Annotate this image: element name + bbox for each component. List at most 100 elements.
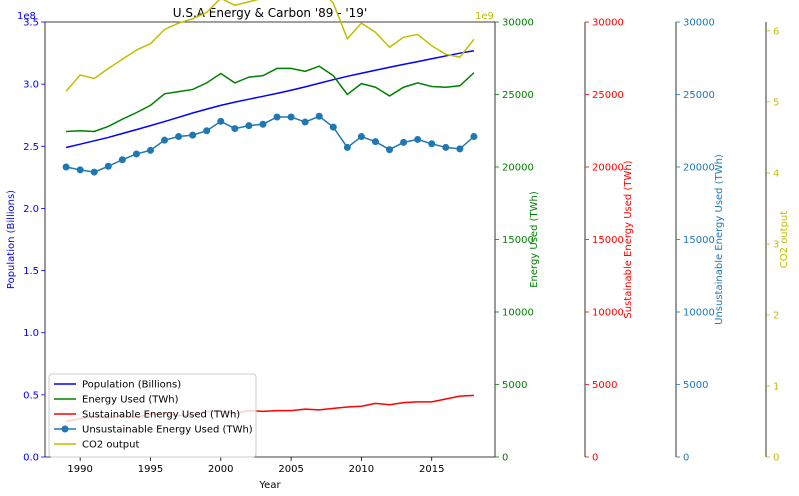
data-point-unsustainable	[371, 138, 379, 146]
y-tick-label-sustainable: 30000	[592, 18, 624, 29]
y-axis-offset-population: 1e8	[17, 11, 36, 22]
legend: Population (Billions) Energy Used (TWh) Su…	[48, 373, 257, 458]
data-point-unsustainable	[343, 143, 351, 151]
y-tick-label-population: 3.5	[23, 18, 39, 29]
y-axis-label-population: Population (Billions)	[6, 190, 17, 289]
y-axis-sustainable: 0 5000 10000 15000 20000 25000 30000 Sustainabl…	[584, 18, 634, 464]
legend-label-sustainable: Sustainable Energy Used (TWh)	[82, 410, 240, 421]
x-tick-label: 2010	[349, 464, 374, 475]
y-tick-label-co2: 0	[773, 453, 779, 464]
y-tick-label-energy: 0	[502, 453, 508, 464]
y-axis-energy: 0 5000 10000 15000 20000 25000 30000 Energy Use…	[494, 18, 540, 464]
y-axis-label-unsustainable: Unsustainable Energy Used (TWh)	[714, 154, 725, 325]
series-population	[65, 49, 475, 149]
y-tick-label-energy: 10000	[502, 308, 534, 319]
y-tick-label-unsustainable: 5000	[683, 380, 708, 391]
y-tick-label-co2: 3	[773, 239, 779, 250]
data-point-unsustainable	[386, 146, 394, 154]
data-point-unsustainable	[146, 146, 154, 154]
y-tick-label-population: 2.0	[23, 204, 39, 215]
series-line-energy	[66, 65, 475, 133]
y-tick-label-co2: 1	[773, 381, 779, 392]
legend-label-population: Population (Billions)	[82, 380, 181, 391]
y-tick-label-co2: 4	[773, 168, 779, 179]
y-tick-label-sustainable: 20000	[592, 163, 624, 174]
legend-box	[48, 373, 257, 458]
y-tick-label-unsustainable: 30000	[683, 18, 715, 29]
x-tick-label: 1990	[67, 464, 92, 475]
y-tick-label-unsustainable: 25000	[683, 90, 715, 101]
x-tick-label: 2005	[278, 464, 303, 475]
y-tick-label-population: 0.5	[23, 390, 39, 401]
data-point-unsustainable	[357, 133, 365, 141]
y-tick-label-energy: 30000	[502, 18, 534, 29]
data-point-unsustainable	[189, 131, 197, 139]
y-tick-label-unsustainable: 10000	[683, 308, 715, 319]
data-point-unsustainable	[428, 140, 436, 148]
y-axis-label-sustainable: Sustainable Energy Used (TWh)	[623, 160, 634, 318]
y-tick-label-co2: 6	[773, 26, 779, 37]
data-point-unsustainable	[161, 136, 169, 144]
y-tick-label-unsustainable: 0	[683, 453, 689, 464]
y-axis-label-energy: Energy Used (TWh)	[529, 191, 540, 288]
x-tick-label: 1995	[138, 464, 163, 475]
y-tick-label-energy: 5000	[502, 380, 527, 391]
y-tick-label-population: 1.5	[23, 266, 39, 277]
data-point-unsustainable	[104, 162, 112, 170]
y-tick-label-population: 2.5	[23, 142, 39, 153]
y-tick-label-unsustainable: 15000	[683, 235, 715, 246]
series-co2	[65, 0, 475, 92]
data-point-unsustainable	[76, 166, 84, 174]
y-tick-label-sustainable: 25000	[592, 90, 624, 101]
series-line-population	[65, 49, 475, 149]
data-point-unsustainable	[315, 112, 323, 120]
data-point-unsustainable	[442, 143, 450, 151]
series-layer	[62, 0, 478, 423]
series-unsustainable	[62, 112, 478, 176]
data-point-unsustainable	[259, 120, 267, 128]
series-line-co2	[65, 0, 475, 92]
y-tick-label-population: 0.0	[23, 453, 39, 464]
y-tick-label-energy: 20000	[502, 163, 534, 174]
data-point-unsustainable	[132, 150, 140, 158]
y-axis-unsustainable: 0 5000 10000 15000 20000 25000 30000 Unsustaina…	[675, 18, 725, 464]
legend-label-unsustainable: Unsustainable Energy Used (TWh)	[82, 425, 253, 436]
y-tick-label-energy: 15000	[502, 235, 534, 246]
y-tick-label-energy: 25000	[502, 90, 534, 101]
y-tick-label-co2: 2	[773, 310, 779, 321]
y-tick-label-sustainable: 15000	[592, 235, 624, 246]
y-tick-label-sustainable: 0	[592, 453, 598, 464]
data-point-unsustainable	[118, 156, 126, 164]
y-axis-co2: 0 1 2 3 4 5 6 1e9 CO2 output	[475, 11, 790, 464]
data-point-unsustainable	[231, 125, 239, 133]
y-tick-label-sustainable: 5000	[592, 380, 617, 391]
data-point-unsustainable	[217, 117, 225, 125]
data-point-unsustainable	[301, 118, 309, 126]
data-point-unsustainable	[90, 168, 98, 176]
data-point-unsustainable	[273, 113, 281, 121]
series-energy	[66, 65, 475, 133]
data-point-unsustainable	[203, 127, 211, 135]
data-point-unsustainable	[287, 113, 295, 121]
y-axis-label-co2: CO2 output	[779, 211, 790, 268]
data-point-unsustainable	[329, 123, 337, 131]
data-point-unsustainable	[62, 163, 70, 171]
x-tick-label: 2015	[419, 464, 444, 475]
chart-title: U.S.A Energy & Carbon '89 - '19'	[173, 6, 368, 20]
x-tick-label: 2000	[208, 464, 233, 475]
data-point-unsustainable	[456, 145, 464, 153]
y-axis-offset-co2: 1e9	[475, 11, 494, 22]
legend-marker-unsustainable	[61, 425, 69, 433]
data-point-unsustainable	[470, 133, 478, 141]
data-point-unsustainable	[414, 135, 422, 143]
axes-layer: 1990 1995 2000 2005 2010 20150.00.51.01.52.02…	[6, 11, 790, 475]
legend-label-energy: Energy Used (TWh)	[82, 395, 179, 406]
data-point-unsustainable	[400, 138, 408, 146]
y-tick-label-unsustainable: 20000	[683, 163, 715, 174]
data-point-unsustainable	[175, 133, 183, 141]
legend-label-co2: CO2 output	[82, 440, 139, 451]
y-tick-label-co2: 5	[773, 97, 779, 108]
y-tick-label-sustainable: 10000	[592, 308, 624, 319]
